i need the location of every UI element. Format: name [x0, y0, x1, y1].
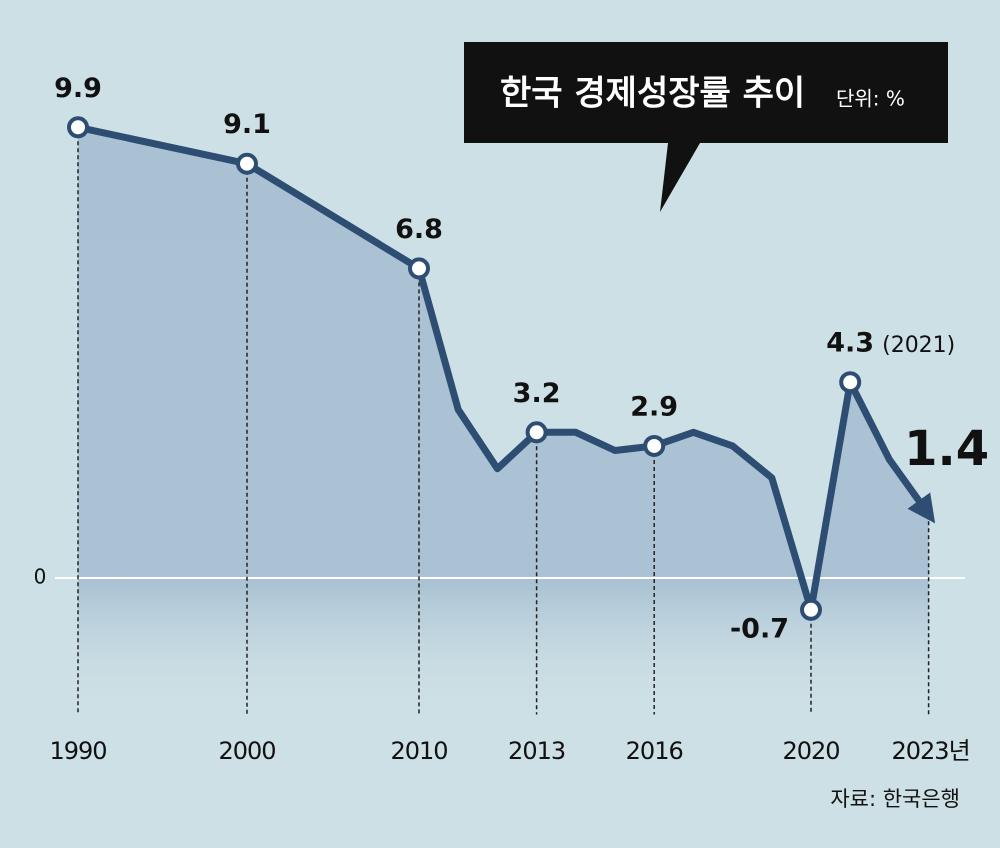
annotation: (2021): [882, 333, 955, 358]
point: [839, 371, 862, 394]
area: [78, 127, 929, 715]
x-tick-label: 2023년: [892, 737, 970, 765]
data-label: 9.1: [223, 109, 271, 140]
title-box: [464, 42, 948, 212]
x-tick-label: 2016: [626, 737, 683, 765]
x-tick-label: 2000: [218, 737, 275, 765]
data-label: 4.3: [826, 328, 874, 359]
x-tick-label: 2013: [508, 737, 565, 765]
point: [236, 152, 258, 175]
data-label: 1.4: [904, 421, 989, 477]
data-label: 3.2: [513, 378, 561, 409]
line: [77, 123, 936, 614]
point: [408, 257, 430, 280]
x-tick-label: 1990: [49, 737, 106, 765]
chart-title: 한국 경제성장률 추이: [500, 74, 805, 114]
data-label: -0.7: [730, 613, 789, 644]
x-tick-label: 2020: [782, 737, 839, 765]
chart-subtitle: 단위: %: [836, 87, 905, 111]
data-label: 6.8: [395, 214, 443, 245]
x-tick-label: 2010: [390, 737, 447, 765]
point: [67, 116, 89, 139]
point: [800, 598, 822, 621]
point: [525, 421, 548, 444]
source: 자료: 한국은행: [830, 787, 960, 811]
point: [643, 434, 666, 457]
data-label: 9.9: [54, 73, 102, 104]
data-label: 2.9: [630, 391, 678, 422]
y-tick-label: 0: [34, 564, 47, 588]
